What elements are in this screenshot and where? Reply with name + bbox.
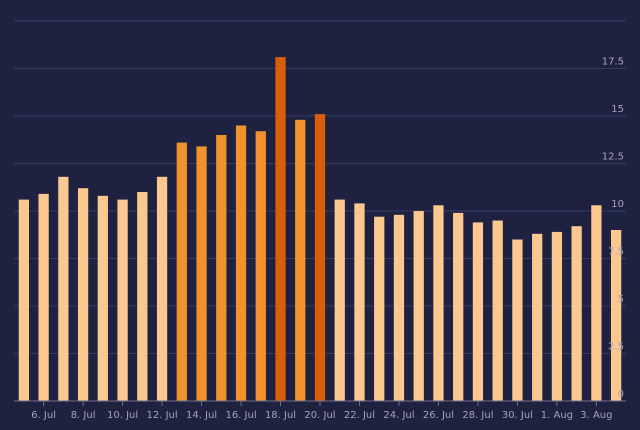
bar[interactable]	[77, 188, 89, 401]
bar[interactable]	[433, 205, 444, 401]
y-tick-labels: 0 2.5 5 7.5 10 12.5 15 17.5	[602, 57, 624, 401]
bar[interactable]	[334, 199, 345, 401]
x-tick-label: 28. Jul	[462, 410, 493, 421]
bars	[18, 57, 622, 402]
bar[interactable]	[492, 220, 503, 402]
bar[interactable]	[156, 176, 168, 401]
x-tick-label: 24. Jul	[383, 410, 414, 421]
y-tick-label: 10	[611, 199, 624, 210]
y-tick-label: 5	[618, 294, 624, 305]
bar[interactable]	[216, 135, 227, 401]
y-tick-label: 0	[618, 389, 624, 400]
bar[interactable]	[453, 212, 464, 401]
x-tick-label: 18. Jul	[265, 410, 296, 421]
x-tick-label: 6. Jul	[31, 410, 56, 421]
bar[interactable]	[393, 214, 405, 401]
bar[interactable]	[354, 203, 365, 401]
bar[interactable]	[551, 231, 563, 401]
bar[interactable]	[117, 199, 128, 401]
bar[interactable]	[196, 146, 207, 401]
bar[interactable]	[235, 125, 247, 402]
bar[interactable]	[374, 216, 385, 401]
bar[interactable]	[38, 193, 49, 401]
y-tick-label: 17.5	[602, 57, 624, 68]
bar[interactable]	[255, 131, 266, 401]
bar[interactable]	[571, 226, 582, 401]
y-tick-label: 2.5	[608, 342, 624, 353]
bar[interactable]	[610, 230, 622, 401]
x-tick-labels: 6. Jul 8. Jul 10. Jul 12. Jul 14. Jul 16. Jul…	[31, 401, 613, 421]
bar[interactable]	[137, 192, 148, 401]
bar[interactable]	[58, 176, 69, 401]
x-tick-label: 16. Jul	[225, 410, 256, 421]
y-tick-label: 15	[611, 104, 624, 115]
x-tick-label: 12. Jul	[146, 410, 177, 421]
x-tick-label: 30. Jul	[502, 410, 533, 421]
bar[interactable]	[413, 211, 424, 401]
x-tick-label: 14. Jul	[186, 410, 217, 421]
bar[interactable]	[532, 233, 543, 401]
x-tick-label: 1. Aug	[541, 410, 573, 421]
bar[interactable]	[18, 199, 30, 401]
bar[interactable]	[97, 195, 108, 401]
bar[interactable]	[472, 222, 484, 401]
bar[interactable]	[275, 57, 286, 401]
bar[interactable]	[176, 142, 187, 401]
x-tick-label: 22. Jul	[344, 410, 375, 421]
bar[interactable]	[295, 119, 306, 402]
y-tick-label: 12.5	[602, 152, 624, 163]
y-tick-label: 7.5	[608, 247, 624, 258]
bar[interactable]	[512, 239, 523, 402]
x-tick-label: 8. Jul	[71, 410, 96, 421]
x-tick-label: 10. Jul	[107, 410, 138, 421]
bar[interactable]	[591, 205, 602, 401]
x-tick-label: 26. Jul	[423, 410, 454, 421]
x-tick-label: 20. Jul	[304, 410, 335, 421]
bar[interactable]	[314, 114, 326, 401]
x-tick-label: 3. Aug	[580, 410, 612, 421]
